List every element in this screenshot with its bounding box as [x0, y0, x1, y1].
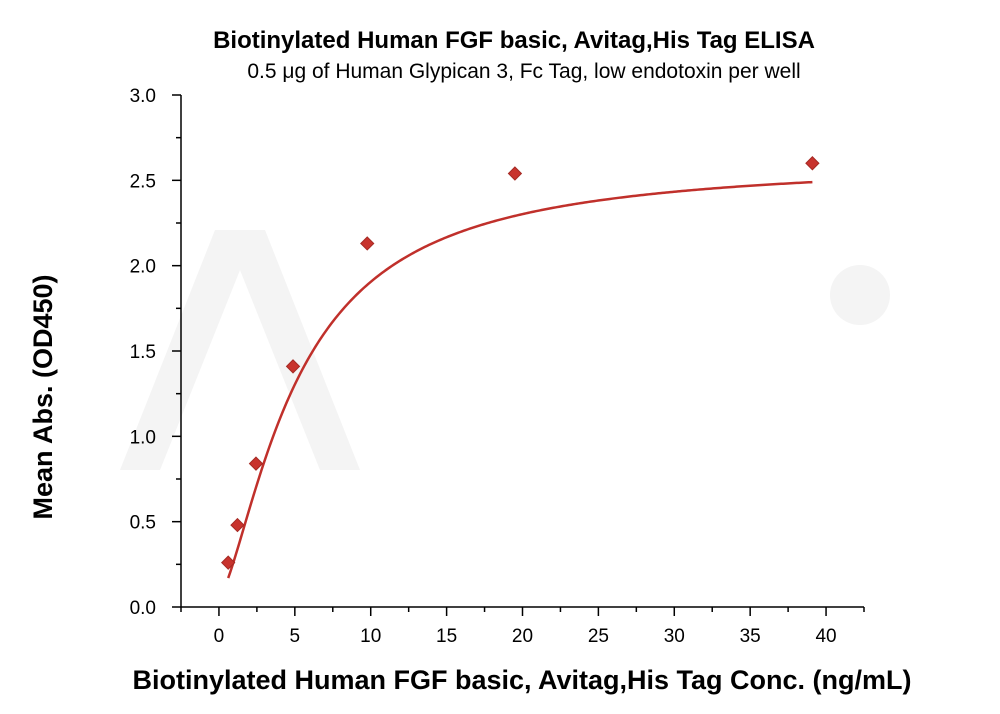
fit-curve	[227, 180, 813, 579]
data-point	[220, 555, 236, 570]
y-axis-ticks: 0.0 0.5 1.0 1.5 2.0 2.5 3.0	[130, 86, 181, 619]
x-tick-label: 10	[360, 626, 381, 647]
watermark	[120, 230, 890, 470]
data-points	[220, 156, 820, 570]
data-point	[805, 156, 820, 171]
y-tick-label: 0.0	[130, 598, 156, 619]
x-tick-label: 35	[740, 626, 761, 647]
data-point	[360, 236, 375, 251]
y-tick-label: 1.0	[130, 427, 156, 448]
y-tick-label: 2.0	[130, 257, 156, 278]
x-tick-label: 15	[436, 626, 457, 647]
data-point	[285, 359, 301, 374]
data-point	[230, 517, 245, 533]
x-tick-label: 40	[815, 626, 836, 647]
y-tick-label: 3.0	[130, 86, 156, 107]
y-tick-label: 2.5	[130, 171, 156, 192]
x-axis-label: Biotinylated Human FGF basic, Avitag,His…	[132, 665, 911, 695]
x-tick-label: 5	[290, 626, 301, 647]
data-point	[248, 456, 264, 471]
x-tick-label: 20	[512, 626, 533, 647]
y-tick-label: 1.5	[130, 342, 156, 363]
y-tick-label: 0.5	[130, 513, 156, 534]
x-tick-label: 30	[664, 626, 685, 647]
data-point	[507, 166, 523, 181]
x-tick-label: 0	[214, 626, 225, 647]
chart-subtitle: 0.5 μg of Human Glypican 3, Fc Tag, low …	[247, 60, 800, 83]
y-axis-label: Mean Abs. (OD450)	[28, 274, 58, 519]
chart-title: Biotinylated Human FGF basic, Avitag,His…	[213, 27, 815, 54]
x-tick-label: 25	[588, 626, 609, 647]
x-axis-ticks: 0 5 10 15 20 25 30 35 40	[180, 607, 865, 647]
